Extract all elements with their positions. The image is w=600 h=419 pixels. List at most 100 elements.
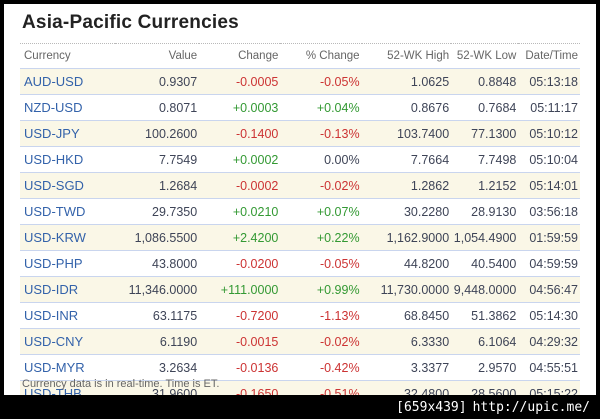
time-cell: 04:59:59 — [529, 256, 578, 271]
high-cell: 1,162.9000 — [386, 230, 450, 245]
table-body: AUD-USD 0.9307 -0.0005 -0.05% 1.0625 0.8… — [20, 68, 580, 407]
change-cell: -0.0005 — [235, 74, 279, 89]
change-cell: -0.0015 — [235, 334, 279, 349]
time-cell: 05:10:12 — [529, 126, 578, 141]
high-cell: 68.8450 — [403, 308, 450, 323]
low-cell: 1.2152 — [478, 178, 517, 193]
currency-pair-link[interactable]: USD-SGD — [24, 178, 84, 193]
value-cell: 6.1190 — [159, 334, 198, 349]
low-cell: 51.3862 — [471, 308, 517, 323]
high-cell: 30.2280 — [403, 204, 450, 219]
value-cell: 1,086.5500 — [134, 230, 198, 245]
currency-pair-link[interactable]: USD-IDR — [24, 282, 79, 297]
value-cell: 0.8071 — [158, 100, 198, 115]
high-cell: 103.7400 — [397, 126, 450, 141]
time-cell: 05:14:30 — [529, 308, 578, 323]
table-row: USD-MYR 3.2634 -0.0136 -0.42% 3.3377 2.9… — [20, 355, 580, 381]
watermark-bar: [659x439] http://upic.me/ — [0, 395, 600, 419]
change-cell: -0.0002 — [235, 178, 279, 193]
table-row: NZD-USD 0.8071 +0.0003 +0.04% 0.8676 0.7… — [20, 95, 580, 121]
header-row: Currency Value Change % Change 52-WK Hig… — [20, 43, 580, 69]
low-cell: 1,054.4900 — [453, 230, 517, 245]
pct-change-cell: -1.13% — [319, 308, 360, 323]
currencies-table: Currency Value Change % Change 52-WK Hig… — [20, 43, 580, 407]
time-cell: 05:11:17 — [530, 100, 578, 115]
table-header: Currency Value Change % Change 52-WK Hig… — [20, 43, 580, 69]
currency-pair-link[interactable]: USD-TWD — [24, 204, 86, 219]
change-cell: +0.0003 — [232, 100, 279, 115]
pct-change-cell: -0.02% — [319, 334, 360, 349]
high-cell: 6.3330 — [410, 334, 450, 349]
currency-pair-link[interactable]: USD-MYR — [24, 360, 85, 375]
currency-pair-link[interactable]: USD-CNY — [24, 334, 84, 349]
currency-pair-link[interactable]: NZD-USD — [24, 100, 83, 115]
pct-change-cell: +0.99% — [316, 282, 360, 297]
footer-note: Currency data is in real-time. Time is E… — [22, 378, 220, 390]
table-row: USD-INR 63.1175 -0.7200 -1.13% 68.8450 5… — [20, 303, 580, 329]
change-cell: -0.1400 — [235, 126, 279, 141]
time-cell: 05:14:01 — [529, 178, 578, 193]
table-row: USD-PHP 43.8000 -0.0200 -0.05% 44.8200 4… — [20, 251, 580, 277]
table-row: USD-SGD 1.2684 -0.0002 -0.02% 1.2862 1.2… — [20, 172, 580, 199]
pct-change-cell: -0.05% — [319, 74, 360, 89]
change-cell: +2.4200 — [232, 230, 279, 245]
value-cell: 63.1175 — [152, 308, 198, 323]
low-cell: 6.1064 — [478, 334, 517, 349]
col-header-52wk-low: 52-WK Low — [456, 50, 517, 62]
table-row: USD-TWD 29.7350 +0.0210 +0.07% 30.2280 2… — [20, 199, 580, 225]
col-header-change: Change — [238, 50, 279, 62]
time-cell: 05:13:18 — [529, 74, 578, 89]
table-row: AUD-USD 0.9307 -0.0005 -0.05% 1.0625 0.8… — [20, 68, 580, 95]
currency-pair-link[interactable]: USD-PHP — [24, 256, 83, 271]
high-cell: 0.8676 — [410, 100, 450, 115]
pct-change-cell: -0.02% — [319, 178, 360, 193]
col-header-datetime: Date/Time — [525, 50, 578, 62]
change-cell: -0.0200 — [235, 256, 279, 271]
col-header-52wk-high: 52-WK High — [387, 50, 450, 62]
low-cell: 28.9130 — [471, 204, 517, 219]
time-cell: 01:59:59 — [529, 230, 578, 245]
col-header-value: Value — [168, 50, 198, 62]
time-cell: 04:56:47 — [529, 282, 578, 297]
table-row: USD-HKD 7.7549 +0.0002 0.00% 7.7664 7.74… — [20, 147, 580, 173]
col-header-pct-change: % Change — [305, 50, 360, 62]
value-cell: 29.7350 — [152, 204, 198, 219]
value-cell: 1.2684 — [158, 178, 198, 193]
time-cell: 04:55:51 — [529, 360, 578, 375]
pct-change-cell: +0.07% — [316, 204, 360, 219]
currency-pair-link[interactable]: USD-INR — [24, 308, 79, 323]
change-cell: +0.0002 — [232, 152, 279, 167]
low-cell: 9,448.0000 — [453, 282, 517, 297]
pct-change-cell: +0.04% — [316, 100, 360, 115]
value-cell: 7.7549 — [158, 152, 198, 167]
table-row: USD-JPY 100.2600 -0.1400 -0.13% 103.7400… — [20, 120, 580, 147]
change-cell: -0.0136 — [235, 360, 279, 375]
page-title: Asia-Pacific Currencies — [22, 12, 239, 33]
high-cell: 7.7664 — [410, 152, 450, 167]
currency-pair-link[interactable]: USD-KRW — [24, 230, 86, 245]
low-cell: 77.1300 — [471, 126, 517, 141]
high-cell: 44.8200 — [403, 256, 450, 271]
table-row: USD-IDR 11,346.0000 +111.0000 +0.99% 11,… — [20, 276, 580, 303]
currency-pair-link[interactable]: AUD-USD — [24, 74, 84, 89]
high-cell: 3.3377 — [410, 360, 450, 375]
currency-pair-link[interactable]: USD-JPY — [24, 126, 80, 141]
pct-change-cell: -0.42% — [319, 360, 360, 375]
value-cell: 43.8000 — [152, 256, 198, 271]
high-cell: 11,730.0000 — [380, 282, 450, 297]
table-row: USD-KRW 1,086.5500 +2.4200 +0.22% 1,162.… — [20, 224, 580, 251]
high-cell: 1.2862 — [410, 178, 450, 193]
table-row: USD-CNY 6.1190 -0.0015 -0.02% 6.3330 6.1… — [20, 328, 580, 355]
high-cell: 1.0625 — [410, 74, 450, 89]
watermark-url: http://upic.me/ — [472, 399, 590, 415]
low-cell: 0.8848 — [478, 74, 517, 89]
low-cell: 2.9570 — [478, 360, 517, 375]
pct-change-cell: -0.13% — [319, 126, 360, 141]
change-cell: -0.7200 — [235, 308, 279, 323]
currencies-widget: Asia-Pacific Currencies Currency Value C… — [4, 4, 596, 407]
value-cell: 100.2600 — [145, 126, 198, 141]
value-cell: 0.9307 — [158, 74, 198, 89]
currency-pair-link[interactable]: USD-HKD — [24, 152, 84, 167]
pct-change-cell: 0.00% — [324, 152, 360, 167]
col-header-currency: Currency — [24, 50, 71, 62]
